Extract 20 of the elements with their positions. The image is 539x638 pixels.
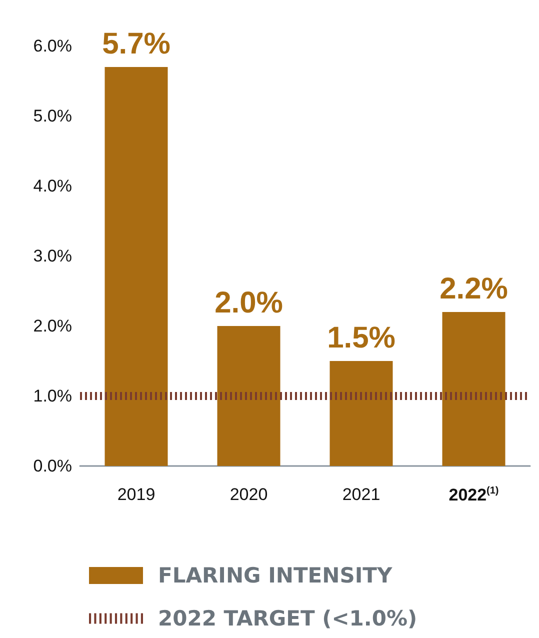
- data-label: 2.0%: [214, 286, 283, 320]
- y-tick-label: 6.0%: [33, 36, 72, 56]
- data-label: 2.2%: [440, 272, 508, 306]
- x-tick-label: 2019: [117, 485, 156, 504]
- bar: [330, 361, 393, 466]
- bar: [104, 67, 168, 466]
- bar: [217, 326, 280, 466]
- legend-label: 2022 TARGET (<1.0%): [158, 606, 418, 630]
- y-tick-label: 2.0%: [33, 316, 72, 336]
- data-label: 1.5%: [327, 322, 396, 354]
- y-tick-label: 3.0%: [33, 246, 72, 266]
- data-label: 5.7%: [102, 28, 170, 60]
- x-tick-label: 2020: [230, 485, 268, 504]
- x-tick-label: 2021: [342, 485, 380, 504]
- y-tick-label: 0.0%: [33, 456, 72, 476]
- y-tick-label: 4.0%: [33, 176, 72, 196]
- y-tick-label: 5.0%: [33, 106, 72, 126]
- y-tick-label: 1.0%: [33, 386, 72, 406]
- bar: [442, 312, 506, 466]
- legend-label: FLARING INTENSITY: [158, 564, 393, 588]
